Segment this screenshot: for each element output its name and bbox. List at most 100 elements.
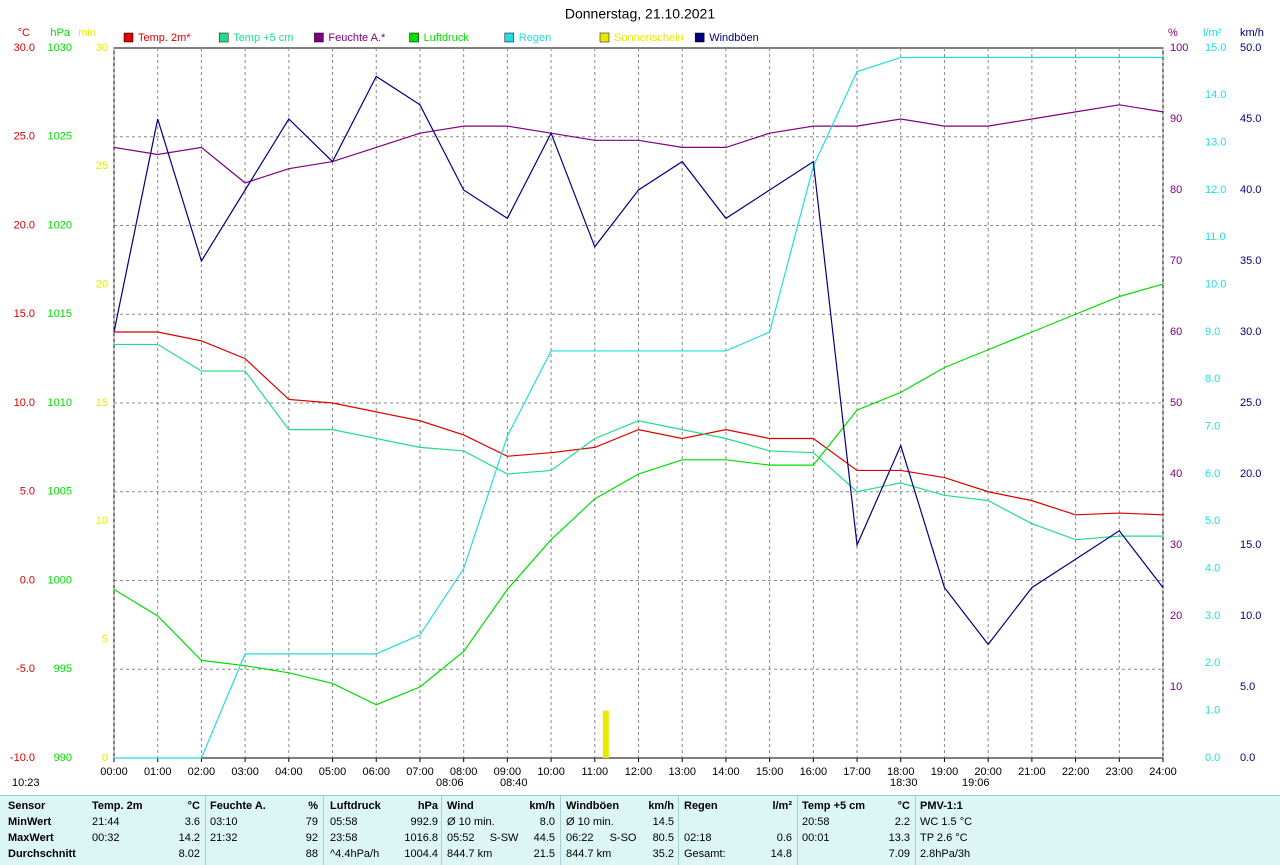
y-tick-label: 15 bbox=[96, 397, 108, 409]
table-cell: Wind km/h bbox=[447, 798, 555, 813]
y-tick-label: 9.0 bbox=[1205, 326, 1220, 338]
y-tick-label: 1.0 bbox=[1205, 705, 1220, 717]
row-label: MinWert bbox=[8, 815, 52, 828]
axis-unit: min bbox=[78, 27, 96, 39]
series-line bbox=[113, 283, 1164, 706]
annotation: 08:06 bbox=[436, 777, 464, 789]
x-tick-label: 09:00 bbox=[494, 766, 522, 778]
table-cell: Ø 10 min. 14.5 bbox=[566, 814, 674, 829]
y-tick-label: 40 bbox=[1170, 468, 1182, 480]
table-cell: ^4.4hPa/h 1004.4 bbox=[330, 846, 438, 861]
axis-unit: °C bbox=[18, 27, 30, 39]
x-tick-label: 00:00 bbox=[100, 766, 128, 778]
table-cell: TP 2.6 °C bbox=[920, 830, 1028, 845]
table-cell: Luftdruck hPa bbox=[330, 798, 438, 813]
cell-text: 844.7 km bbox=[447, 847, 493, 860]
cell-text: 21:44 bbox=[92, 815, 120, 828]
series-line bbox=[113, 75, 1164, 646]
cell-text: 23:58 bbox=[330, 831, 358, 844]
cell-text: 35.2 bbox=[652, 847, 674, 860]
y-tick-label: 6.0 bbox=[1205, 468, 1220, 480]
table-cell: 20:58 2.2 bbox=[802, 814, 910, 829]
legend-label: Temp +5 cm bbox=[233, 32, 293, 44]
x-tick-label: 08:00 bbox=[450, 766, 478, 778]
legend-swatch bbox=[504, 32, 515, 43]
table-cell: 8.02 bbox=[92, 846, 200, 861]
x-tick-label: 07:00 bbox=[406, 766, 434, 778]
axis-unit: hPa bbox=[50, 27, 70, 39]
table-cell: 21:44 3.6 bbox=[92, 814, 200, 829]
legend-label: Windböen bbox=[709, 32, 759, 44]
x-tick-label: 13:00 bbox=[668, 766, 696, 778]
table-cell: PMV-1:1 bbox=[920, 798, 1028, 813]
y-tick-label: 10 bbox=[1170, 681, 1182, 693]
x-tick-label: 02:00 bbox=[188, 766, 216, 778]
y-tick-label: 1030 bbox=[48, 42, 72, 54]
x-tick-label: 22:00 bbox=[1062, 766, 1090, 778]
table-cell bbox=[684, 814, 792, 829]
y-tick-label: 5.0 bbox=[20, 486, 35, 498]
y-tick-label: 0.0 bbox=[1240, 752, 1255, 764]
table-cell: 06:22 S-SO 80.5 bbox=[566, 830, 674, 845]
table-cell: 00:01 13.3 bbox=[802, 830, 910, 845]
legend-swatch bbox=[694, 32, 705, 43]
table-cell: 844.7 km 35.2 bbox=[566, 846, 674, 861]
legend-label: Regen bbox=[519, 32, 551, 44]
y-tick-label: 0.0 bbox=[1205, 752, 1220, 764]
table-cell: 02:18 0.6 bbox=[684, 830, 792, 845]
legend-swatch bbox=[314, 32, 324, 43]
cell-text: Temp. 2m bbox=[92, 799, 143, 812]
y-tick-label: 100 bbox=[1170, 42, 1188, 54]
y-tick-label: 3.0 bbox=[1205, 610, 1220, 622]
y-tick-label: 30 bbox=[1170, 539, 1182, 551]
cell-text: Ø 10 min. bbox=[566, 815, 614, 828]
column-separator bbox=[323, 796, 324, 865]
cell-text: 14.8 bbox=[770, 847, 792, 860]
y-tick-label: 25.0 bbox=[14, 131, 35, 143]
x-tick-label: 23:00 bbox=[1106, 766, 1134, 778]
cell-text: 44.5 bbox=[533, 831, 555, 844]
axis-unit: l/m² bbox=[1203, 27, 1222, 39]
cell-text: 992.9 bbox=[410, 815, 438, 828]
series-line bbox=[114, 56, 1163, 759]
x-tick-label: 10:00 bbox=[537, 766, 565, 778]
table-cell: 2.8hPa/3h bbox=[920, 846, 1028, 861]
column-separator bbox=[205, 796, 206, 865]
cell-text: 05:52 bbox=[447, 831, 475, 844]
y-tick-label: 1020 bbox=[48, 219, 72, 231]
x-tick-label: 06:00 bbox=[362, 766, 390, 778]
y-tick-label: 30.0 bbox=[14, 42, 35, 54]
y-tick-label: 10 bbox=[96, 515, 108, 527]
cell-text: 05:58 bbox=[330, 815, 358, 828]
legend-swatch bbox=[123, 32, 134, 43]
cell-text: Luftdruck bbox=[330, 799, 381, 812]
y-tick-label: 20.0 bbox=[14, 219, 35, 231]
table-cell: 88 bbox=[210, 846, 318, 861]
axis-unit: km/h bbox=[1240, 27, 1264, 39]
cell-text: Wind bbox=[447, 799, 474, 812]
cell-text: Temp +5 cm bbox=[802, 799, 866, 812]
y-tick-label: 0.0 bbox=[20, 574, 35, 586]
legend-swatch bbox=[218, 32, 229, 43]
y-tick-label: 90 bbox=[1170, 113, 1182, 125]
y-tick-label: 10.0 bbox=[1205, 279, 1226, 291]
cell-text: Regen bbox=[684, 799, 718, 812]
cell-text: 13.3 bbox=[888, 831, 910, 844]
y-tick-label: 25 bbox=[96, 160, 108, 172]
x-tick-label: 05:00 bbox=[319, 766, 347, 778]
x-tick-label: 21:00 bbox=[1018, 766, 1046, 778]
y-tick-label: 20 bbox=[96, 279, 108, 291]
x-tick-label: 04:00 bbox=[275, 766, 303, 778]
series-line bbox=[114, 343, 1163, 541]
y-tick-label: 11.0 bbox=[1205, 231, 1226, 243]
y-tick-label: 35.0 bbox=[1240, 255, 1261, 267]
y-tick-label: 15.0 bbox=[1240, 539, 1261, 551]
cell-text: 92 bbox=[305, 831, 318, 844]
cell-text: 80.5 bbox=[652, 831, 674, 844]
annotation: 18:30 bbox=[890, 777, 918, 789]
y-tick-label: 1025 bbox=[48, 131, 72, 143]
y-tick-label: 1000 bbox=[48, 574, 72, 586]
y-tick-label: 45.0 bbox=[1240, 113, 1261, 125]
cell-text: 00:01 bbox=[802, 831, 830, 844]
